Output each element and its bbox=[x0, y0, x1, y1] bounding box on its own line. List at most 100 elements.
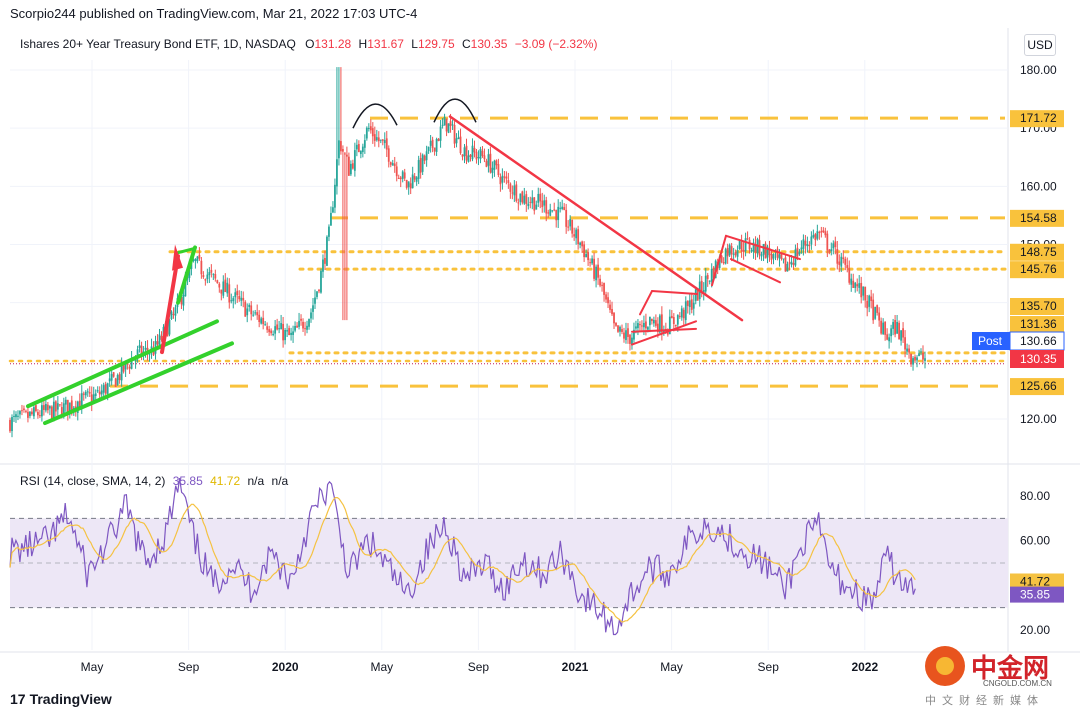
candle-body bbox=[326, 236, 328, 266]
candle-body bbox=[248, 304, 251, 308]
candle-body bbox=[686, 300, 689, 306]
candle-body bbox=[274, 326, 277, 334]
candle-body bbox=[56, 403, 59, 410]
candle-body bbox=[254, 312, 257, 314]
close-label: C bbox=[462, 37, 471, 51]
x-tick-label: Sep bbox=[758, 660, 780, 674]
candle-body bbox=[505, 176, 508, 179]
candle-body bbox=[896, 321, 898, 334]
candle-body bbox=[206, 274, 209, 280]
price-level-badge bbox=[1010, 316, 1064, 333]
candle-body bbox=[170, 311, 173, 320]
candle-body bbox=[459, 136, 462, 154]
y-tick-label: 180.00 bbox=[1020, 63, 1057, 77]
currency-button[interactable]: USD bbox=[1024, 34, 1056, 56]
cngold-logo-icon bbox=[925, 646, 965, 686]
candle-body bbox=[453, 124, 456, 144]
candle-body bbox=[595, 266, 597, 281]
candle-body bbox=[822, 230, 825, 233]
candle-body bbox=[832, 243, 835, 249]
candle-body bbox=[647, 327, 649, 330]
symbol-title: Ishares 20+ Year Treasury Bond ETF, 1D, … bbox=[20, 37, 296, 51]
candle-body bbox=[591, 258, 593, 264]
candle-body bbox=[627, 328, 629, 337]
candle-body bbox=[477, 156, 480, 158]
candle-body bbox=[828, 249, 831, 253]
candle-body bbox=[35, 405, 37, 412]
candle-body bbox=[587, 252, 590, 261]
candle-body bbox=[272, 334, 275, 336]
candle-body bbox=[830, 249, 833, 252]
candle-body bbox=[40, 405, 43, 417]
candle-body bbox=[676, 314, 679, 325]
candle-body bbox=[330, 212, 332, 226]
candle-body bbox=[320, 270, 322, 293]
candle-body bbox=[523, 195, 526, 204]
candle-body bbox=[234, 292, 237, 298]
candle-body bbox=[537, 193, 540, 203]
candle-body bbox=[160, 335, 163, 340]
candle-body bbox=[802, 239, 805, 249]
candle-body bbox=[44, 403, 47, 411]
candle-body bbox=[579, 242, 582, 246]
x-tick-label: May bbox=[660, 660, 683, 674]
candle-body bbox=[413, 175, 416, 180]
candle-body bbox=[278, 328, 281, 330]
candle-body bbox=[782, 258, 785, 260]
candle-body bbox=[218, 283, 221, 288]
candle-body bbox=[571, 219, 574, 234]
candle-body bbox=[551, 210, 554, 212]
candle-body bbox=[557, 206, 560, 221]
candle-body bbox=[577, 229, 580, 245]
candle-body bbox=[597, 264, 599, 278]
candle-body bbox=[180, 296, 183, 305]
candle-body bbox=[342, 149, 344, 152]
candle-body bbox=[563, 207, 566, 210]
channel-lower-line bbox=[43, 341, 234, 426]
candle-body bbox=[750, 250, 753, 252]
candle-body bbox=[503, 176, 506, 178]
candle-body bbox=[611, 308, 613, 315]
candle-body bbox=[280, 323, 283, 330]
candle-body bbox=[625, 330, 627, 341]
candle-body bbox=[467, 155, 470, 162]
candle-body bbox=[605, 294, 607, 300]
candle-body bbox=[838, 261, 841, 265]
candle-body bbox=[589, 262, 591, 264]
candle-body bbox=[497, 164, 500, 176]
x-tick-label: May bbox=[81, 660, 104, 674]
candle-body bbox=[483, 155, 486, 160]
candle-body bbox=[619, 326, 621, 332]
wedge-line bbox=[651, 290, 698, 295]
candle-body bbox=[126, 363, 129, 365]
candle-body bbox=[136, 349, 139, 356]
candle-body bbox=[23, 408, 25, 411]
candle-body bbox=[220, 289, 223, 294]
candle-body bbox=[302, 321, 304, 329]
candle-body bbox=[539, 193, 542, 202]
candle-body bbox=[738, 240, 741, 249]
candle-body bbox=[581, 241, 584, 247]
candle-body bbox=[824, 231, 827, 236]
candle-body bbox=[124, 361, 127, 370]
candle-body bbox=[593, 258, 595, 279]
candle-body bbox=[286, 330, 288, 332]
candle-body bbox=[583, 244, 586, 258]
candle-body bbox=[682, 309, 685, 319]
candle-body bbox=[866, 300, 869, 309]
candle-body bbox=[561, 206, 564, 209]
candle-body bbox=[122, 363, 125, 372]
candle-body bbox=[559, 207, 562, 209]
candle-body bbox=[826, 233, 829, 250]
candle-body bbox=[656, 323, 659, 332]
candle-body bbox=[848, 268, 851, 283]
candle-body bbox=[585, 254, 588, 258]
candle-body bbox=[525, 194, 528, 204]
tradingview-logo[interactable]: 17 TradingView bbox=[10, 691, 112, 707]
rsi-y-tick-label: 80.00 bbox=[1020, 489, 1050, 503]
candle-body bbox=[489, 153, 492, 173]
price-level-badge-label: 154.58 bbox=[1020, 211, 1057, 225]
candle-body bbox=[631, 337, 633, 346]
candle-body bbox=[172, 313, 175, 315]
